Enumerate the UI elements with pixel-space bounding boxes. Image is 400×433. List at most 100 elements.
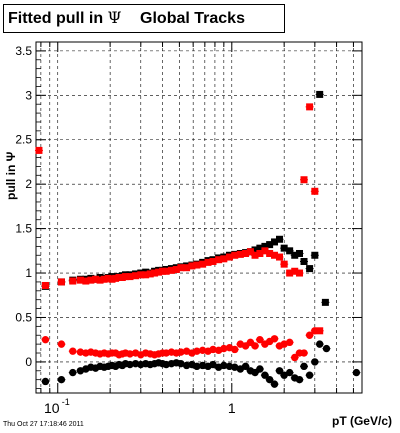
data-point-circle: [291, 353, 299, 362]
data-point-circle: [300, 349, 308, 357]
data-point-square: [261, 242, 269, 250]
data-point-square: [177, 264, 185, 272]
plot-frame: [35, 41, 363, 394]
data-point-square: [155, 268, 163, 276]
data-point-circle: [295, 375, 304, 384]
data-point-circle: [241, 362, 250, 371]
data-point-square: [162, 267, 170, 275]
data-point-circle: [285, 368, 294, 377]
data-point-square: [57, 278, 65, 286]
data-point-circle: [311, 327, 319, 335]
x-axis-label: pT (GeV/c): [331, 414, 392, 428]
data-point-circle: [300, 362, 308, 371]
data-point-square: [296, 269, 304, 277]
data-point-square: [291, 251, 299, 259]
data-point-circle: [316, 340, 324, 348]
data-point-square: [121, 273, 129, 281]
data-point-square: [146, 270, 154, 278]
data-point-square: [251, 246, 259, 254]
y-tick-label: 0.5: [15, 310, 32, 324]
data-point-square: [271, 238, 279, 246]
data-point-square: [193, 261, 201, 269]
data-point-square: [236, 250, 244, 258]
y-tick-label: 3.5: [15, 44, 32, 58]
data-point-square: [251, 251, 259, 259]
data-point-square: [151, 269, 159, 277]
data-point-square: [167, 266, 175, 274]
data-point-square: [321, 298, 329, 306]
data-point-circle: [305, 371, 314, 379]
data-point-circle: [193, 362, 201, 371]
data-point-circle: [57, 340, 66, 348]
data-point-square: [96, 276, 104, 284]
data-point-circle: [251, 342, 259, 350]
y-tick-label: 2: [25, 177, 32, 191]
y-tick-label: 1.5: [15, 222, 32, 236]
data-point-square: [256, 244, 264, 252]
chart-title: Fitted pull in Ψ Global Tracks: [8, 8, 245, 28]
data-point-square: [306, 265, 314, 273]
data-point-square: [209, 257, 217, 265]
data-point-square: [261, 247, 269, 255]
data-point-circle: [126, 360, 134, 369]
data-point-square: [296, 249, 304, 257]
data-point-circle: [41, 335, 50, 344]
data-point-circle: [209, 345, 217, 354]
data-point-square: [92, 275, 100, 283]
data-point-square: [137, 271, 145, 279]
data-point-square: [311, 187, 319, 195]
data-point-square: [76, 276, 84, 284]
data-point-circle: [209, 360, 217, 369]
data-point-square: [225, 253, 233, 261]
data-point-square: [104, 274, 112, 282]
data-point-square: [306, 103, 314, 111]
data-point-square: [280, 244, 288, 252]
chart-title-psi: Ψ: [107, 8, 122, 27]
y-tick-label: 1: [25, 266, 32, 280]
data-point-square: [172, 265, 180, 273]
data-point-circle: [261, 371, 269, 379]
data-point-square: [41, 281, 49, 289]
y-axis-label: pull in Ψ: [4, 151, 18, 200]
data-point-circle: [177, 348, 185, 356]
data-point-circle: [256, 365, 264, 373]
data-point-square: [242, 249, 250, 257]
data-point-square: [275, 235, 283, 243]
data-point-square: [275, 253, 283, 261]
data-point-circle: [305, 331, 314, 339]
data-point-circle: [280, 371, 288, 379]
data-point-square: [199, 260, 207, 268]
data-point-square: [204, 258, 212, 266]
chart-title-suffix: Global Tracks: [140, 10, 245, 27]
data-point-circle: [126, 350, 134, 358]
y-tick-label: 3: [25, 88, 32, 102]
chart-title-prefix: Fitted pull in: [8, 10, 108, 27]
data-point-square: [280, 260, 288, 268]
data-point-square: [108, 275, 116, 283]
data-point-square: [246, 248, 254, 256]
data-point-square: [87, 276, 95, 284]
data-point-circle: [69, 347, 77, 355]
data-point-circle: [352, 368, 361, 377]
data-point-circle: [270, 380, 279, 388]
data-point-square: [100, 275, 108, 283]
data-point-square: [215, 256, 223, 264]
data-point-circle: [311, 358, 319, 366]
data-point-square: [183, 264, 191, 272]
data-point-circle: [270, 335, 279, 343]
x-tick-label: 1: [228, 400, 236, 416]
data-point-square: [316, 327, 324, 335]
data-point-square: [220, 255, 228, 263]
data-point-circle: [265, 375, 274, 384]
data-point-square: [311, 251, 319, 259]
x-tick-label-exponent: -1: [62, 397, 70, 407]
data-point-circle: [256, 335, 264, 344]
x-tick-label: 10: [44, 400, 60, 416]
data-point-circle: [220, 361, 228, 370]
chart-title-box: Fitted pull in Ψ Global Tracks: [3, 4, 285, 33]
data-point-square: [286, 247, 294, 255]
timestamp: Thu Oct 27 17:18:46 2011: [3, 421, 84, 428]
data-point-square: [35, 146, 43, 154]
data-point-circle: [193, 347, 201, 355]
data-point-square: [231, 251, 239, 259]
